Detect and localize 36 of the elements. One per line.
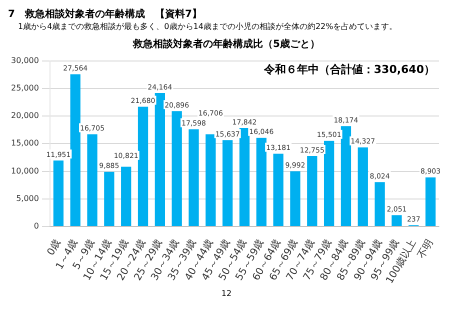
bar	[290, 171, 300, 226]
bar	[324, 140, 334, 226]
bar	[172, 111, 182, 226]
bar	[239, 128, 250, 226]
y-tick-label: 20,000	[10, 111, 39, 120]
bar	[340, 126, 352, 226]
y-tick-label: 30,000	[10, 56, 39, 65]
bar	[392, 215, 402, 226]
bar	[188, 129, 199, 226]
y-tick-label: 15,000	[10, 138, 39, 148]
bar	[104, 172, 114, 226]
x-tick-label: 0歳	[44, 237, 64, 258]
y-tick-label: 5,000	[16, 194, 39, 203]
bar	[87, 134, 98, 226]
bar	[121, 166, 132, 226]
bar	[53, 160, 64, 226]
text: 1歳から4歳までの救急相談が最も多く、0歳から14歳までの小児の相談が全体の約22%を占めています。	[17, 21, 398, 32]
x-tick-label: 不明	[416, 238, 436, 261]
bar	[425, 177, 436, 226]
bar	[358, 147, 368, 226]
bar	[70, 74, 80, 226]
y-tick-label: 25,000	[10, 83, 39, 92]
bar	[154, 93, 166, 226]
bar	[307, 156, 318, 226]
bar	[222, 140, 233, 226]
annotation: 令和６年中（合計値：330,640）	[262, 63, 435, 76]
chart-title: 救急相談対象者の年齢構成比（5歳ごと）	[132, 38, 321, 51]
bar	[206, 134, 216, 226]
bar	[273, 154, 284, 226]
bar	[256, 138, 266, 226]
bar	[374, 182, 385, 226]
text: 12	[220, 289, 233, 299]
bar	[138, 106, 148, 226]
text: 7 救急相談対象者の年齢構成 【資料7】	[8, 8, 203, 21]
y-tick-label: 0	[34, 222, 39, 231]
y-tick-label: 10,000	[10, 166, 39, 176]
